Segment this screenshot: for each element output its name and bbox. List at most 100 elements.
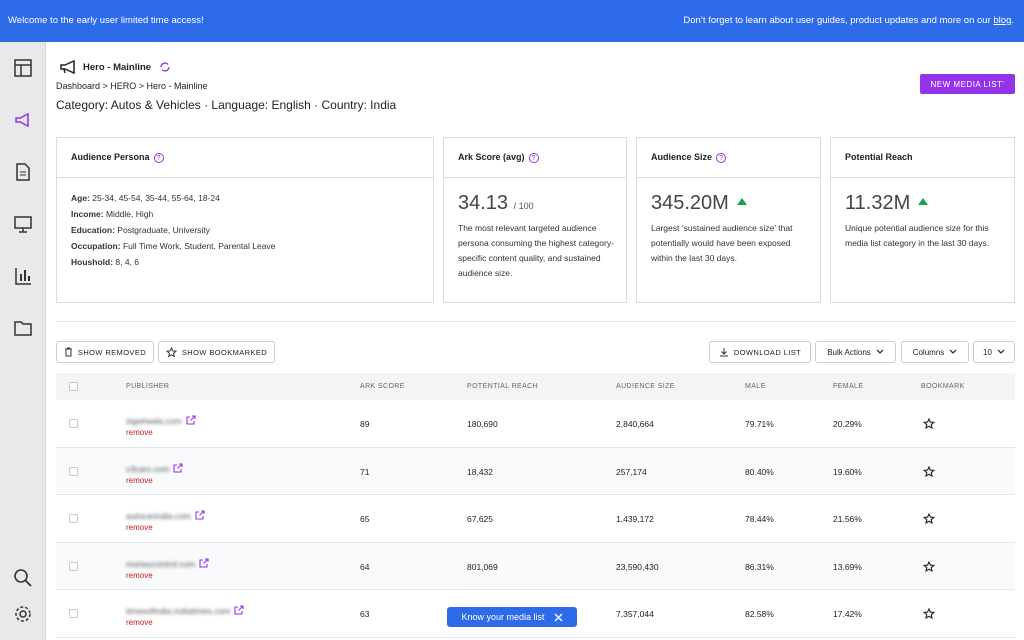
metric-value: 34.13 — [458, 192, 509, 214]
cell-potential-reach: 801,069 — [467, 561, 498, 572]
columns-dropdown[interactable]: Columns — [901, 341, 969, 363]
bookmark-star[interactable] — [922, 417, 936, 430]
column-header: MALE — [745, 383, 766, 390]
nav-reports[interactable] — [13, 162, 33, 182]
cell-female: 17.42% — [833, 609, 862, 619]
persona-label: Age: — [71, 193, 90, 203]
nav-folders[interactable] — [13, 318, 33, 338]
toast-text: Know your media list — [461, 612, 545, 622]
nav-settings[interactable] — [13, 604, 33, 624]
nav-analytics[interactable] — [13, 266, 33, 286]
persona-item: Education: Postgraduate, University — [71, 222, 433, 238]
ark-score-card: Ark Score (avg)? 34.13 / 100 The most re… — [443, 137, 627, 303]
nav-monitor[interactable] — [13, 214, 33, 234]
column-header: POTENTIAL REACH — [467, 383, 539, 390]
table-header — [56, 373, 1015, 400]
persona-value: 25-34, 45-54, 35-44, 55-64, 18-24 — [92, 193, 220, 203]
checkbox[interactable] — [69, 466, 78, 476]
remove-link[interactable]: remove — [126, 570, 153, 580]
publisher-link[interactable]: autocarindia.com — [126, 507, 205, 525]
column-header: ARK SCORE — [360, 383, 405, 390]
cell-female: 19.60% — [833, 466, 862, 477]
potential-reach-card: Potential Reach 11.32M Unique potential … — [830, 137, 1015, 303]
cell-male: 79.71% — [745, 419, 774, 429]
external-link-icon[interactable] — [186, 412, 196, 430]
metric: 345.20M — [651, 192, 820, 215]
breadcrumb: Dashboard > HERO > Hero - Mainline — [56, 81, 208, 91]
cell-female: 13.69% — [833, 561, 862, 572]
toast[interactable]: Know your media list — [447, 607, 577, 627]
persona-item: Age: 25-34, 45-54, 35-44, 55-64, 18-24 — [71, 190, 433, 206]
card-header: Ark Score (avg)? — [444, 138, 626, 178]
cell-ark-score: 89 — [360, 419, 370, 429]
dropdown-label: Columns — [912, 347, 945, 357]
card-header: Audience Size? — [637, 138, 820, 178]
checkbox[interactable] — [69, 561, 78, 571]
cell-audience-size: 23,590,430 — [616, 561, 659, 572]
metric-description: The most relevant targeted audience pers… — [458, 223, 614, 278]
persona-label: Income: — [71, 209, 104, 219]
card-header: Audience Persona? — [57, 138, 433, 178]
remove-link[interactable]: remove — [126, 618, 153, 627]
bookmark-star[interactable] — [922, 512, 936, 525]
checkbox[interactable] — [69, 514, 78, 523]
help-icon[interactable]: ? — [153, 152, 164, 163]
new-media-list-button[interactable]: NEW MEDIA LIST' — [920, 74, 1015, 94]
sidebar — [0, 42, 46, 640]
checkbox[interactable] — [69, 382, 78, 391]
publisher-link[interactable]: timesofindia.indiatimes.com — [126, 602, 244, 620]
bookmark-star[interactable] — [922, 607, 936, 620]
nav-dashboard[interactable] — [13, 58, 33, 78]
bulk-actions-dropdown[interactable]: Bulk Actions — [815, 341, 896, 363]
publisher-name: v3cars.com — [126, 463, 170, 474]
remove-link[interactable]: remove — [126, 475, 153, 485]
cell-audience-size: 257,174 — [616, 466, 647, 477]
page-size-dropdown[interactable]: 10 — [973, 341, 1015, 363]
card-title: Potential Reach — [845, 152, 913, 162]
external-link-icon[interactable] — [234, 602, 244, 620]
table-row: autocarindia.com remove 65 67,625 1,439,172 7… — [56, 495, 1015, 543]
notice-end: . — [1011, 15, 1014, 26]
cell-male: 78.44% — [745, 514, 774, 524]
publisher-name: autocarindia.com — [126, 511, 191, 521]
publisher-name: zigwheels.com — [126, 416, 182, 426]
help-icon[interactable]: ? — [528, 152, 539, 163]
remove-link[interactable]: remove — [126, 523, 153, 532]
external-link-icon[interactable] — [173, 460, 184, 478]
chevron — [949, 349, 957, 354]
external-link-icon[interactable] — [199, 555, 210, 573]
publisher-link[interactable]: v3cars.com — [126, 460, 184, 478]
persona-value: Postgraduate, University — [117, 225, 210, 235]
nav-search[interactable] — [13, 568, 33, 588]
help-icon[interactable]: ? — [716, 152, 727, 163]
nav-media-lists[interactable] — [13, 110, 33, 130]
column-header: BOOKMARK — [921, 383, 965, 390]
show-bookmarked-button[interactable]: SHOW BOOKMARKED — [158, 341, 275, 363]
show-removed-button[interactable]: SHOW REMOVED — [56, 341, 154, 363]
metric: 11.32M — [845, 192, 1014, 215]
button-label: DOWNLOAD LIST — [733, 347, 802, 357]
close-icon[interactable] — [554, 613, 563, 622]
card-title: Audience Persona — [71, 152, 150, 162]
cell-potential-reach: 180,690 — [467, 419, 498, 429]
cell-female: 21.56% — [833, 514, 862, 524]
checkbox[interactable] — [69, 609, 78, 618]
bookmark-star[interactable] — [922, 465, 936, 477]
download-icon — [719, 348, 728, 357]
cell-male: 82.58% — [745, 609, 774, 619]
up-arrow — [918, 198, 929, 205]
bookmark-star[interactable] — [922, 560, 936, 572]
cell-audience-size: 2,840,664 — [616, 419, 654, 429]
external-link-icon[interactable] — [195, 507, 205, 525]
cell-ark-score: 64 — [360, 561, 370, 572]
refresh-icon[interactable] — [159, 61, 171, 73]
cell-male: 80.40% — [745, 466, 774, 477]
remove-link[interactable]: remove — [126, 428, 153, 437]
publisher-link[interactable]: moneycontrol.com — [126, 555, 210, 573]
persona-value: Full Time Work, Student, Parental Leave — [122, 241, 276, 251]
download-button[interactable]: DOWNLOAD LIST — [709, 341, 811, 363]
metric-description: Unique potential audience size for this … — [845, 223, 990, 248]
blog-link[interactable]: blog — [993, 15, 1012, 26]
publisher-link[interactable]: zigwheels.com — [126, 412, 196, 430]
checkbox[interactable] — [69, 419, 78, 428]
